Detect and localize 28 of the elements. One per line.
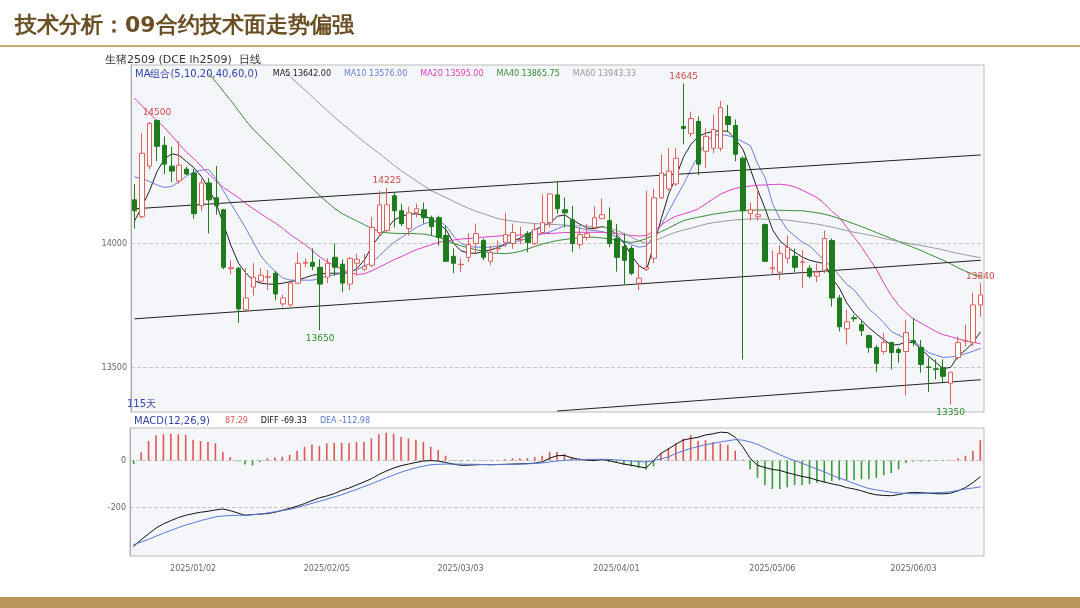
annotation: 14225 <box>372 175 402 186</box>
x-tick-label: 2025/03/03 <box>437 563 484 573</box>
text: MA40 13865.75 <box>496 68 560 78</box>
x-tick-label: 2025/02/05 <box>303 563 350 573</box>
annotation: 13350 <box>936 407 966 418</box>
legend-title: MACD(12,26,9) <box>134 414 211 426</box>
text: 87.29 <box>224 415 248 425</box>
text: DIFF -69.33 <box>260 415 307 425</box>
annotation: 14645 <box>669 71 698 82</box>
y-tick-label: 0 <box>120 456 126 466</box>
legend-title: MA组合(5,10,20,40,60,0) <box>135 67 258 79</box>
text: MA5 13642.00 <box>272 68 331 78</box>
x-tick-label: 2025/01/02 <box>170 563 217 573</box>
chart-title: 技术分析：09合约技术面走势偏强 <box>14 11 355 37</box>
y-tick-label: 13500 <box>101 362 127 372</box>
x-tick-label: 2025/04/01 <box>593 563 640 573</box>
annotation: 115天 <box>127 397 157 409</box>
x-tick-label: 2025/05/06 <box>749 563 796 573</box>
text: DEA -112.98 <box>319 415 371 425</box>
text: MA20 13595.00 <box>420 68 484 78</box>
text: MA60 13943.33 <box>572 68 637 78</box>
text: MA10 13576.00 <box>343 68 408 78</box>
chart-subtitle: 生猪2509 (DCE lh2509) 日线 <box>105 53 261 66</box>
x-tick-label: 2025/06/03 <box>890 563 937 573</box>
annotation: 13650 <box>305 332 335 343</box>
y-tick-label: 14000 <box>101 238 127 248</box>
y-tick-label: -200 <box>107 502 126 512</box>
annotation: 13840 <box>965 270 995 281</box>
